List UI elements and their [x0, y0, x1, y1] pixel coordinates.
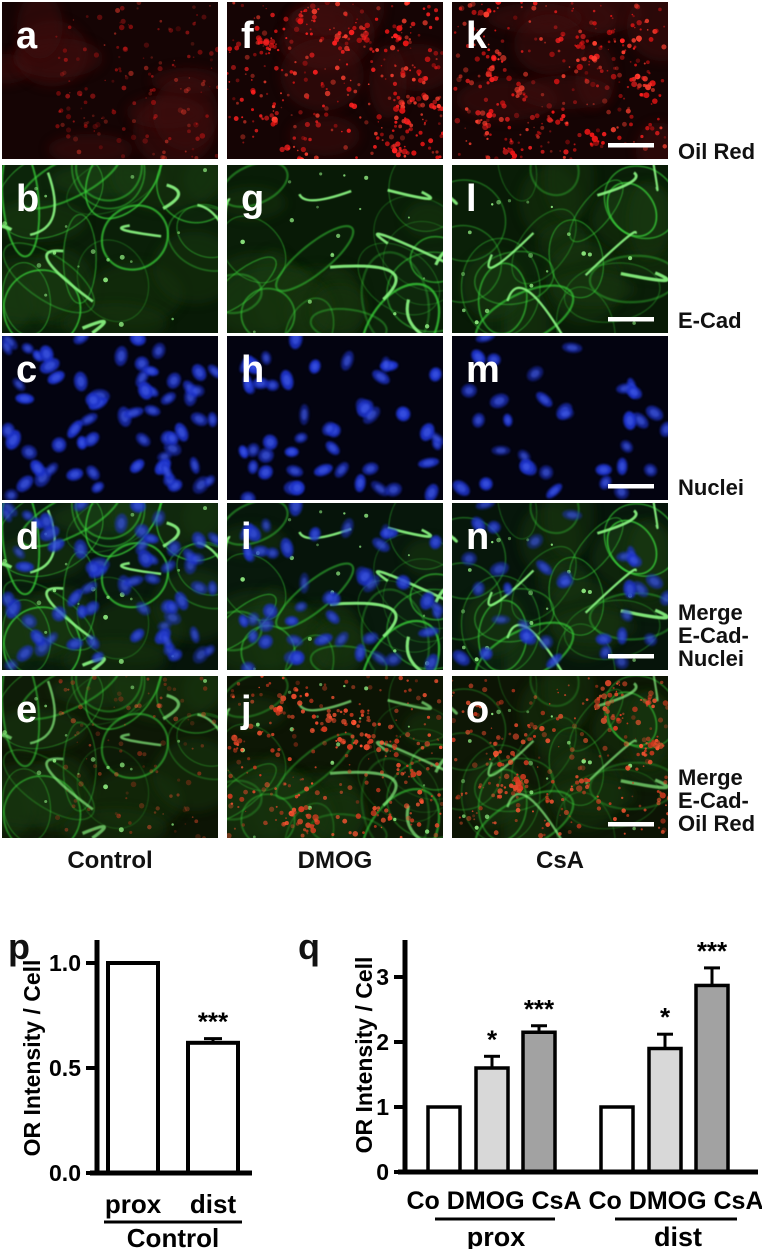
p-group-label: Control: [127, 1223, 219, 1249]
q-bar-prox-Co: [426, 1105, 462, 1174]
micro-panel-a: a: [2, 2, 218, 159]
micro-panel-f: f: [227, 2, 443, 159]
p-significance-dist: ***: [198, 1007, 229, 1037]
panel-letter-i: i: [241, 516, 252, 558]
p-xlabel-dist: dist: [190, 1189, 237, 1219]
micro-panel-g: g: [227, 165, 443, 333]
micro-panel-m: m: [452, 336, 668, 500]
p-y-axis-label: OR Intensity / Cell: [19, 960, 45, 1157]
micro-panel-b: b: [2, 165, 218, 333]
q-bar-prox-DMOG: [474, 1066, 510, 1174]
q-group-label-prox: prox: [467, 1222, 526, 1249]
col-label-dmog: DMOG: [297, 847, 373, 874]
panel-letter-b: b: [16, 178, 39, 220]
micro-panel-c: c: [2, 336, 218, 500]
panel-letter-f: f: [241, 15, 254, 57]
p-ytick-0.0: 0.0: [49, 1160, 81, 1186]
q-group-label-dist: dist: [654, 1222, 702, 1249]
panel-letter-k: k: [466, 15, 488, 57]
p-xlabel-prox: prox: [105, 1189, 162, 1219]
scale-bar: [608, 654, 654, 659]
micro-panel-l: l: [452, 165, 668, 333]
q-ytick-0: 0: [376, 1159, 389, 1185]
panel-letter-j: j: [240, 689, 252, 731]
panel-letter-e: e: [16, 689, 37, 731]
micro-panel-j: j: [227, 676, 443, 838]
q-y-axis-label: OR Intensity / Cell: [351, 957, 377, 1154]
panel-letter-h: h: [241, 349, 264, 391]
q-bar-dist-Co: [599, 1105, 635, 1174]
q-significance-prox-CsA: ***: [524, 994, 555, 1024]
panel-letter-d: d: [16, 516, 39, 558]
col-label-csa: CsA: [535, 847, 584, 874]
micro-panel-e: e: [2, 676, 218, 838]
micro-panel-n: n: [452, 503, 668, 670]
micro-panel-h: h: [227, 336, 443, 500]
q-significance-prox-DMOG: *: [487, 1024, 498, 1054]
p-bar-prox: [106, 961, 160, 1175]
q-bar-prox-CsA: [521, 1030, 557, 1174]
p-ytick-1.0: 1.0: [49, 950, 81, 976]
micro-panel-d: d: [2, 503, 218, 670]
panel-letter-g: g: [241, 178, 264, 220]
scale-bar: [608, 484, 654, 489]
q-ytick-3: 3: [376, 964, 389, 990]
row-label-merge-ecad-nuclei: Merge E-Cad- Nuclei: [678, 600, 749, 671]
panel-letter-n: n: [466, 516, 489, 558]
p-bar-dist: [186, 1040, 240, 1175]
micro-panel-o: o: [452, 676, 668, 838]
panel-letter-m: m: [466, 349, 500, 391]
panel-letter-a: a: [16, 15, 38, 57]
row-label-oil-red: Oil Red: [678, 139, 756, 164]
row-label-nuclei: Nuclei: [678, 475, 745, 500]
panel-letter-o: o: [466, 689, 489, 731]
panel-letter-c: c: [16, 349, 37, 391]
q-bar-dist-CsA: [694, 983, 730, 1174]
row-label-merge-ecad-oilred: Merge E-Cad- Oil Red: [678, 765, 756, 836]
q-xlabels-dist: Co DMOG CsA: [589, 1187, 762, 1215]
row-label-ecad: E-Cad: [678, 308, 742, 333]
col-label-control: Control: [67, 847, 153, 874]
q-bar-dist-DMOG: [647, 1046, 683, 1174]
scale-bar: [608, 822, 654, 827]
scale-bar: [608, 143, 654, 148]
panel-letter-p: p: [8, 926, 30, 967]
chart-p-bar-graph: 0.0 0.5 1.0OR Intensity / Cell prox *** dist C…: [19, 940, 252, 1249]
q-xlabels-prox: Co DMOG CsA: [407, 1187, 582, 1215]
micro-panel-i: i: [227, 503, 443, 670]
panel-letter-q: q: [298, 926, 320, 967]
scale-bar: [608, 317, 654, 322]
q-ytick-2: 2: [376, 1029, 389, 1055]
q-significance-dist-CsA: ***: [697, 936, 728, 966]
q-significance-dist-DMOG: *: [660, 1002, 671, 1032]
panel-letter-l: l: [466, 178, 477, 220]
p-ytick-0.5: 0.5: [49, 1055, 81, 1081]
micro-panel-k: k: [452, 2, 668, 159]
q-ytick-1: 1: [376, 1094, 389, 1120]
